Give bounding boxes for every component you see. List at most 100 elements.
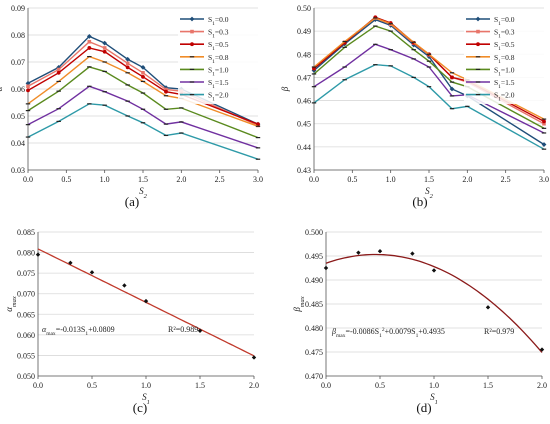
- y-axis-label: αmax: [4, 296, 18, 312]
- legend-label-sub: 1: [212, 46, 215, 52]
- legend-marker: [189, 16, 195, 22]
- y-tick-label: 0.485: [305, 300, 323, 309]
- y-tick-label: 0.50: [297, 4, 311, 13]
- data-point: [141, 71, 145, 75]
- data-point: [377, 249, 383, 254]
- legend-box: [178, 12, 260, 104]
- data-point: [143, 298, 149, 304]
- x-tick-label: 0.0: [321, 381, 331, 390]
- r-squared-label: R²=0.989: [168, 325, 198, 334]
- fit-equation-part: =-0.0086S: [345, 327, 379, 336]
- chart-d: 0.470 0.475 0.480 0.485 0.490 0.495 0.500 0.0 0.…: [292, 228, 547, 415]
- x-tick-label: 1.5: [483, 381, 493, 390]
- data-point: [256, 122, 260, 126]
- legend-marker: [190, 29, 194, 34]
- data-point: [102, 40, 108, 46]
- fit-equation-part: +0.0809: [88, 325, 115, 334]
- y-axis-label: β: [280, 86, 290, 92]
- x-tick-label: 2.5: [215, 175, 225, 184]
- chart-c: 0.050 0.055 0.060 0.065 0.070 0.075 0.080 0.085…: [4, 228, 259, 415]
- legend-label-sub: 1: [212, 97, 215, 103]
- legend-label-sub: 1: [498, 97, 501, 103]
- legend-label-rest: =0.8: [501, 53, 515, 62]
- data-point: [323, 265, 329, 271]
- y-tick-label: 0.480: [305, 324, 323, 333]
- data-point: [89, 270, 95, 275]
- legend-label-rest: =1.5: [215, 78, 229, 87]
- legend: S1=0.0S1=0.3S1=0.5S1=0.8S1=1.0S1=1.5S1=2…: [178, 12, 260, 104]
- legend-label-rest: =1.0: [215, 65, 229, 74]
- data-point: [539, 347, 545, 352]
- y-tick-label: 0.495: [305, 252, 323, 261]
- x-tick-label: 0.5: [87, 381, 97, 390]
- y-tick-label: 0.075: [17, 269, 35, 278]
- data-point: [485, 305, 491, 310]
- y-axis-label-sub: max: [299, 296, 306, 307]
- panel-caption: (d): [416, 400, 431, 415]
- x-tick-label: 0.5: [375, 381, 385, 390]
- r-squared-label: R²=0.979: [484, 327, 514, 336]
- legend-label-sub: 1: [498, 34, 501, 40]
- chart-b: 0.43 0.44 0.45 0.46 0.47 0.48 0.49 0.50 0.0 0.5 1.…: [280, 4, 549, 209]
- data-point: [26, 88, 30, 93]
- data-point: [426, 54, 432, 59]
- data-point: [164, 87, 168, 92]
- y-tick-label: 0.490: [305, 276, 323, 285]
- fit-equation-part: +0.0079S: [385, 327, 416, 336]
- x-tick-label: 1.0: [429, 381, 439, 390]
- legend-label-rest: =2.0: [215, 91, 229, 100]
- data-point: [140, 65, 146, 70]
- legend-label-rest: =0.3: [501, 28, 515, 37]
- x-tick-label: 0.5: [61, 175, 71, 184]
- x-tick-label: 0.0: [309, 175, 319, 184]
- data-point: [56, 70, 61, 75]
- legend-label-sub: 1: [212, 84, 215, 90]
- fit-equation-part: +0.4935: [418, 327, 445, 336]
- data-point: [542, 121, 546, 126]
- x-tick-label: 2.0: [462, 175, 472, 184]
- chart-a: 0.03 0.04 0.05 0.06 0.07 0.08 0.09 0.0 0.5 1.0 1.5…: [0, 4, 263, 209]
- y-tick-label: 0.085: [17, 228, 35, 237]
- legend-label-sub: 1: [212, 34, 215, 40]
- y-tick-label: 0.470: [305, 372, 323, 381]
- series-5: [311, 43, 547, 134]
- data-point: [125, 65, 130, 70]
- fit-curve: [325, 253, 543, 353]
- data-point: [356, 250, 361, 255]
- panel-caption: (c): [133, 400, 147, 415]
- legend-label-rest: =0.5: [215, 40, 229, 49]
- data-point: [35, 252, 41, 257]
- legend-label-sub: 1: [498, 46, 501, 52]
- y-tick-label: 0.500: [305, 228, 323, 237]
- data-point: [102, 46, 107, 50]
- data-point: [56, 67, 61, 72]
- legend-label-sub: 1: [212, 21, 215, 27]
- fit-equation-part: =-0.013S: [56, 325, 86, 334]
- series-6: [25, 103, 261, 160]
- legend-label-sub: 1: [498, 84, 501, 90]
- y-tick-label: 0.065: [17, 310, 35, 319]
- legend-marker: [476, 29, 480, 34]
- x-tick-label: 1.0: [386, 175, 396, 184]
- x-tick-label: 0.5: [347, 175, 357, 184]
- legend-marker: [476, 42, 480, 47]
- y-tick-label: 0.48: [297, 50, 311, 59]
- legend-label-rest: =1.5: [501, 78, 515, 87]
- x-tick-label: 1.0: [141, 381, 151, 390]
- data-point: [542, 119, 546, 124]
- y-tick-label: 0.44: [297, 143, 311, 152]
- legend-label-rest: =1.0: [501, 65, 515, 74]
- data-point: [312, 66, 316, 71]
- y-tick-label: 0.03: [11, 166, 25, 175]
- fit-equation-sub: max: [46, 331, 56, 337]
- fit-equation-sub: 1: [379, 333, 382, 339]
- x-tick-label: 1.5: [424, 175, 434, 184]
- data-point: [68, 260, 73, 266]
- x-tick-label: 2.0: [176, 175, 186, 184]
- y-tick-label: 0.050: [17, 372, 35, 381]
- panel-caption: (a): [125, 194, 139, 209]
- y-tick-label: 0.06: [11, 85, 25, 94]
- data-point: [450, 75, 454, 80]
- series-line: [27, 103, 259, 160]
